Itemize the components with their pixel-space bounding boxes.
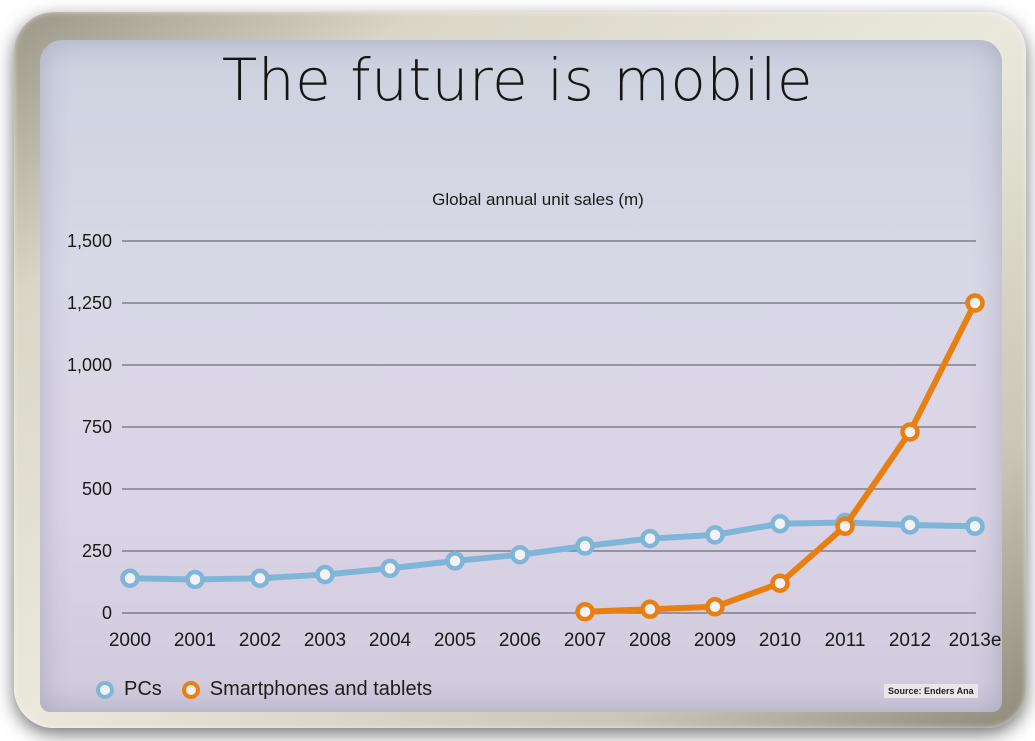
data-point-pcs xyxy=(380,558,400,579)
y-tick-label: 1,000 xyxy=(67,355,112,375)
x-tick-label: 2001 xyxy=(174,630,216,651)
source-note: Source: Enders Ana xyxy=(884,684,978,698)
data-point-smartphones xyxy=(965,293,985,313)
x-tick-label: 2013e xyxy=(949,630,1002,651)
y-tick-label: 250 xyxy=(82,541,112,561)
data-point-smartphones xyxy=(640,599,660,620)
x-tick-label: 2000 xyxy=(109,630,151,651)
y-tick-label: 500 xyxy=(82,479,112,499)
data-point-pcs xyxy=(575,536,595,556)
series-line-pcs xyxy=(127,519,978,583)
y-tick-label: 0 xyxy=(102,603,112,623)
x-tick-label: 2003 xyxy=(304,630,346,651)
data-point-pcs xyxy=(315,564,335,585)
x-tick-label: 2007 xyxy=(564,630,606,651)
chart-subtitle: Global annual unit sales (m) xyxy=(432,190,644,209)
data-point-pcs xyxy=(120,568,140,589)
data-point-smartphones xyxy=(705,597,725,617)
data-point-pcs xyxy=(185,569,205,590)
data-point-pcs xyxy=(445,551,465,571)
data-point-smartphones xyxy=(900,422,920,442)
x-tick-label: 2008 xyxy=(629,630,671,651)
legend-swatch-pcs xyxy=(96,680,114,699)
y-tick-label: 750 xyxy=(82,417,112,437)
x-tick-label: 2004 xyxy=(369,630,412,651)
x-tick-label: 2010 xyxy=(759,630,801,651)
slide-title: The future is mobile xyxy=(221,46,814,114)
x-tick-label: 2011 xyxy=(825,630,866,651)
data-point-smartphones xyxy=(770,573,790,593)
legend-item-smartphones: Smartphones and tablets xyxy=(181,678,433,701)
data-point-smartphones xyxy=(835,516,855,536)
chart-legend: PCs Smartphones and tablets xyxy=(96,678,442,701)
x-tick-label: 2005 xyxy=(434,630,476,651)
legend-swatch-smartphones xyxy=(181,680,200,699)
x-tick-label: 2012 xyxy=(889,630,931,651)
legend-label-pcs: PCs xyxy=(124,678,162,700)
y-tick-label: 1,500 xyxy=(67,231,112,251)
data-point-smartphones xyxy=(575,602,595,622)
data-point-pcs xyxy=(770,513,790,534)
series-line-smartphones xyxy=(582,300,978,615)
legend-item-pcs: PCs xyxy=(96,678,162,701)
x-tick-label: 2006 xyxy=(499,630,541,651)
data-point-pcs xyxy=(250,568,270,589)
x-tick-label: 2002 xyxy=(239,630,281,651)
y-tick-label: 1,250 xyxy=(67,293,112,313)
data-point-pcs xyxy=(640,528,660,549)
legend-label-smartphones: Smartphones and tablets xyxy=(209,678,433,700)
data-point-pcs xyxy=(705,525,725,545)
x-tick-label: 2009 xyxy=(694,630,736,651)
data-point-pcs xyxy=(900,515,920,535)
data-point-pcs xyxy=(965,516,985,536)
slide-screen xyxy=(40,40,1002,712)
data-point-pcs xyxy=(510,544,530,565)
